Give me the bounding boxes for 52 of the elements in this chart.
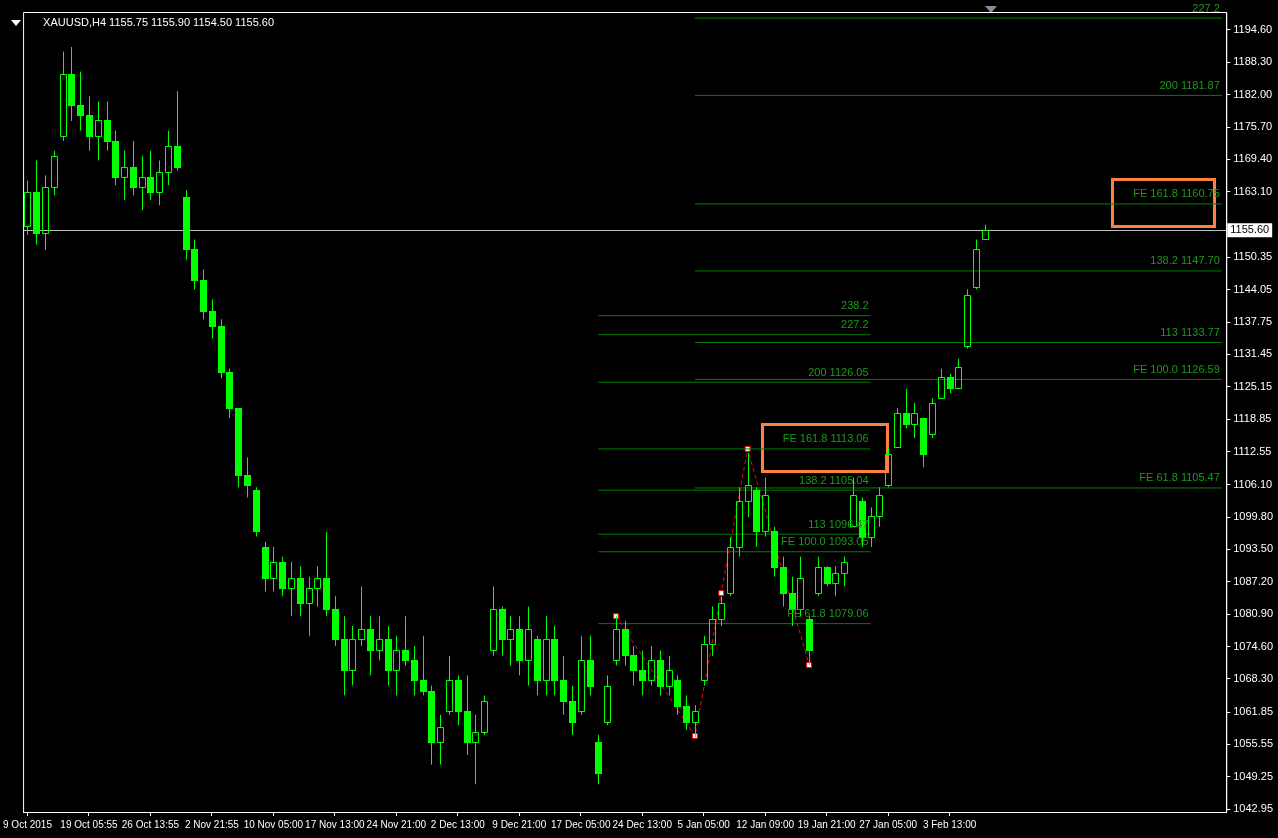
y-tick-label: 1106.10 (1233, 477, 1273, 490)
y-tick-label: 1049.25 (1233, 769, 1273, 782)
x-tick-label: 17 Nov 13:00 (305, 818, 366, 830)
x-tick-label: 3 Feb 13:00 (922, 818, 977, 830)
y-tick-label: 1061.85 (1233, 705, 1273, 718)
y-tick-label: 1118.85 (1233, 412, 1272, 425)
x-tick-label: 27 Jan 05:00 (859, 818, 918, 830)
y-tick-label: 1068.30 (1233, 671, 1273, 684)
annotation: FE 161.8 1113.06 (782, 432, 869, 445)
y-tick-label: 1169.40 (1233, 152, 1273, 165)
x-tick-label: 2 Nov 21:55 (184, 818, 240, 830)
x-tick-label: 19 Jan 21:00 (797, 818, 856, 830)
y-tick-label: 1194.60 (1233, 23, 1273, 36)
x-tick-label: 2 Dec 13:00 (430, 818, 486, 830)
y-tick-label: 1042.95 (1233, 802, 1273, 815)
y-tick-label: 1163.10 (1233, 184, 1273, 197)
x-tick-label: 9 Dec 21:00 (492, 818, 547, 830)
y-tick-label: 1112.55 (1233, 444, 1272, 457)
x-tick-label: 17 Dec 05:00 (551, 818, 611, 830)
y-tick-label: 1099.80 (1233, 510, 1273, 523)
y-tick-label: 1131.45 (1233, 347, 1273, 360)
annotation: 238.2 (841, 299, 869, 312)
x-tick-label: 24 Nov 21:00 (366, 818, 427, 830)
y-tick-label: 1093.50 (1233, 542, 1273, 555)
y-tick-label: 1137.75 (1233, 315, 1273, 328)
y-tick-label: 1175.70 (1233, 120, 1273, 133)
annotation: 200 1126.05 (808, 365, 869, 378)
ref-line-label: 1155.60 (1230, 223, 1270, 236)
y-tick-label: 1182.00 (1233, 87, 1273, 100)
x-tick-label: 5 Jan 05:00 (677, 818, 731, 830)
y-tick-label: 1074.60 (1233, 639, 1273, 652)
annotation: FE 100.0 1126.59 (1133, 362, 1220, 375)
y-tick-label: 1080.90 (1233, 607, 1273, 620)
y-tick-label: 1125.15 (1233, 379, 1273, 392)
x-tick-label: 9 Oct 2015 (3, 818, 53, 830)
y-tick-label: 1055.55 (1233, 737, 1273, 750)
x-tick-label: 24 Dec 13:00 (612, 818, 673, 830)
y-tick-label: 1087.20 (1233, 574, 1273, 587)
y-tick-label: 1188.30 (1233, 55, 1273, 68)
x-tick-label: 10 Nov 05:00 (243, 818, 304, 830)
chart-title: XAUUSD,H4 1155.75 1155.90 1154.50 1155.60 (43, 15, 275, 28)
annotation: 227.2 (841, 318, 869, 331)
x-tick-label: 26 Oct 13:55 (121, 818, 180, 830)
y-tick-label: 1150.35 (1233, 250, 1273, 263)
x-tick-label: 19 Oct 05:55 (60, 818, 119, 830)
annotation: FE 61.8 1105.47 (1139, 471, 1220, 484)
annotation: 200 1181.87 (1159, 78, 1220, 91)
annotation: 113 1133.77 (1160, 326, 1220, 339)
annotation: 227.2 (1192, 1, 1220, 14)
x-tick-label: 12 Jan 09:00 (736, 818, 795, 830)
annotation: 138.2 1147.70 (1150, 254, 1220, 267)
y-tick-label: 1144.05 (1233, 282, 1273, 295)
